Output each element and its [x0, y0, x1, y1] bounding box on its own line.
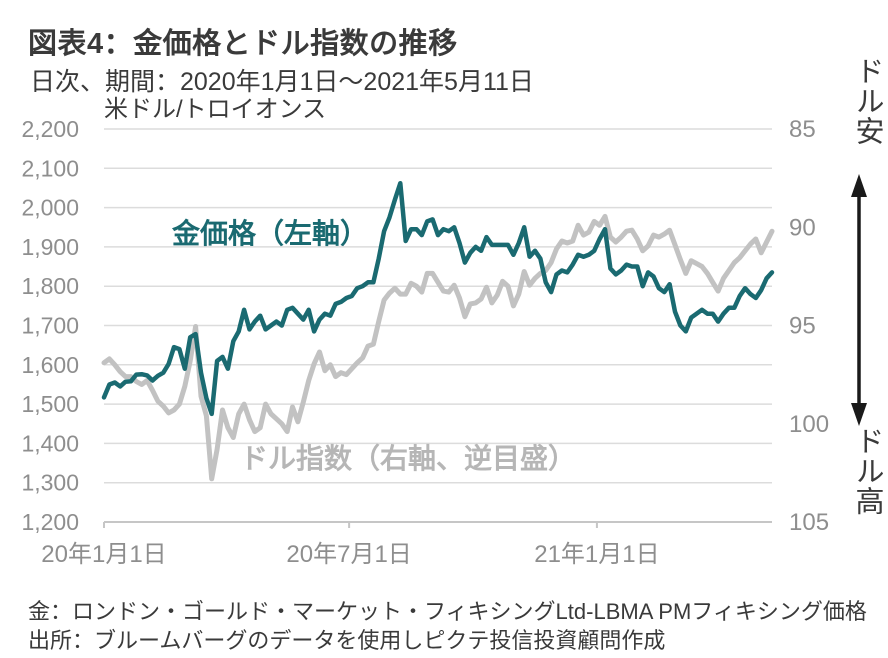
y-axis-left-tick-label: 1,600 [21, 352, 79, 378]
dollar-weak-label: ドル安 [851, 56, 883, 146]
dollar-direction-arrow-icon [851, 174, 867, 426]
gold-price-line [101, 180, 775, 417]
y-axis-right-tick-labels: 85 90 95 100 105 [789, 116, 829, 536]
x-axis-tick-label: 20年1月1日 [41, 541, 166, 568]
y-axis-right-tick-label: 90 [789, 214, 816, 241]
y-axis-right-tick-label: 85 [789, 116, 816, 143]
x-axis-tick-label: 21年1月1日 [534, 541, 659, 568]
gold-series-label: 金価格（左軸） [171, 217, 368, 249]
dollar-index-series-label: ドル指数（右軸、逆目盛） [240, 442, 576, 474]
y-axis-left-tick-label: 1,400 [21, 430, 79, 456]
chart-subtitle: 日次、期間：2020年1月1日～2021年5月11日 [30, 68, 534, 96]
y-axis-left-tick-label: 2,100 [21, 155, 79, 181]
y-axis-left-tick-label: 1,800 [21, 273, 79, 299]
x-axis-tick-label: 20年7月1日 [286, 541, 411, 568]
y-axis-left-tick-label: 1,700 [21, 313, 79, 339]
y-axis-left-tick-label: 1,900 [21, 234, 79, 260]
dollar-index-line [101, 213, 775, 482]
footer-source-line-2: 出所：ブルームバーグのデータを使用しピクテ投信投資顧問作成 [28, 628, 666, 653]
y-axis-left-tick-label: 2,000 [21, 195, 79, 221]
x-axis-tick-labels: 20年1月1日 20年7月1日 21年1月1日 [41, 541, 659, 568]
series-lines [101, 180, 775, 482]
y-axis-right-tick-label: 95 [789, 313, 816, 340]
footer-source-line-1: 金：ロンドン・ゴールド・マーケット・フィキシングLtd-LBMA PMフィキシン… [28, 599, 867, 624]
dollar-strong-label: ドル高 [851, 426, 883, 516]
y-axis-right-tick-label: 105 [789, 509, 829, 536]
y-axis-left-tick-label: 1,200 [21, 509, 79, 535]
page-title: 図表4：金価格とドル指数の推移 [28, 28, 458, 60]
y-axis-left-tick-labels: 2,200 2,100 2,000 1,900 1,800 1,700 1,600 1,500… [21, 116, 79, 535]
y-axis-left-tick-label: 1,300 [21, 470, 79, 496]
y-axis-left-tick-label: 1,500 [21, 391, 79, 417]
y-axis-right-tick-label: 100 [789, 411, 829, 438]
left-axis-unit-label: 米ドル/トロイオンス [104, 96, 326, 123]
x-axis-ticks [103, 522, 598, 528]
y-axis-left-tick-label: 2,200 [21, 116, 79, 142]
